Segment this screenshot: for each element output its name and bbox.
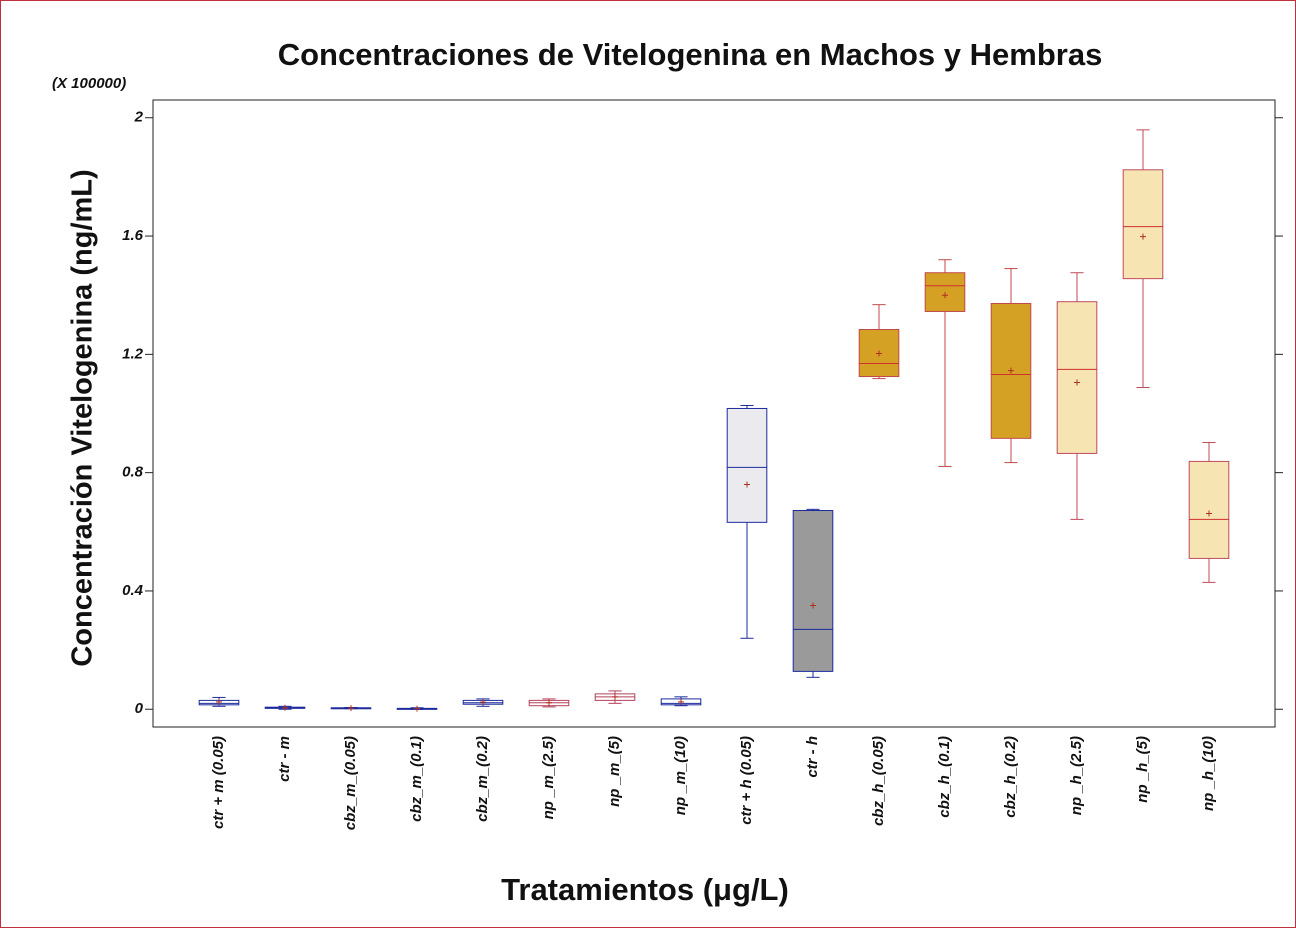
mean-marker <box>612 693 618 700</box>
y-tick-label: 0.8 <box>122 464 144 481</box>
box <box>924 272 966 312</box>
mean-marker <box>216 698 222 705</box>
x-tick-label: cbz_h_(0.1) <box>936 736 953 818</box>
x-axis-label: Tratamientos (μg/L) <box>501 872 789 907</box>
mean-marker <box>678 698 684 705</box>
mean-marker <box>942 292 948 299</box>
y-multiplier: (X 100000) <box>52 75 126 92</box>
x-tick-label: ctr + m (0.05) <box>210 736 227 829</box>
plot-area <box>152 99 1276 728</box>
y-tick-label: 1.2 <box>122 345 144 362</box>
mean-marker <box>480 699 486 706</box>
mean-marker <box>810 602 816 609</box>
box <box>792 510 834 672</box>
box <box>726 407 768 523</box>
y-tick-label: 1.6 <box>122 227 144 244</box>
x-tick-label: np _h_(2.5) <box>1068 736 1085 815</box>
mean-marker <box>1206 510 1212 517</box>
x-tick-label: cbz_h_(0.2) <box>1002 736 1019 818</box>
x-tick-label: np _m_(2.5) <box>540 736 557 819</box>
x-tick-label: np _h_(10) <box>1200 736 1217 811</box>
chart-title: Concentraciones de Vitelogenina en Macho… <box>278 37 1103 72</box>
box <box>1122 169 1164 280</box>
box <box>1056 301 1098 454</box>
x-tick-label: cbz_m_(0.05) <box>342 736 359 830</box>
x-tick-label: np _h_(5) <box>1134 736 1151 803</box>
mean-marker <box>876 350 882 357</box>
x-tick-label: np _m_(10) <box>672 736 689 815</box>
mean-marker <box>414 705 420 712</box>
mean-marker <box>282 704 288 711</box>
mean-marker <box>546 699 552 706</box>
x-tick-label: np _m_(5) <box>606 736 623 807</box>
x-tick-label: ctr + h (0.05) <box>738 736 755 825</box>
box <box>1188 460 1230 559</box>
mean-marker <box>348 705 354 712</box>
y-tick-label: 2 <box>134 109 144 126</box>
y-tick-label: 0.4 <box>122 582 144 599</box>
x-tick-label: cbz_m_(0.1) <box>408 736 425 822</box>
x-tick-label: ctr - h <box>804 736 821 778</box>
mean-marker <box>1140 233 1146 240</box>
x-tick-label: cbz_h_(0.05) <box>870 736 887 826</box>
y-tick-label: 0 <box>135 700 144 717</box>
box <box>990 302 1032 439</box>
x-tick-label: ctr - m <box>276 736 293 782</box>
mean-marker <box>744 481 750 488</box>
x-tick-label: cbz_m_(0.2) <box>474 736 491 822</box>
y-axis-label: Concentración Vitelogenina (ng/mL) <box>67 169 99 666</box>
mean-marker <box>1074 379 1080 386</box>
mean-marker <box>1008 367 1014 374</box>
